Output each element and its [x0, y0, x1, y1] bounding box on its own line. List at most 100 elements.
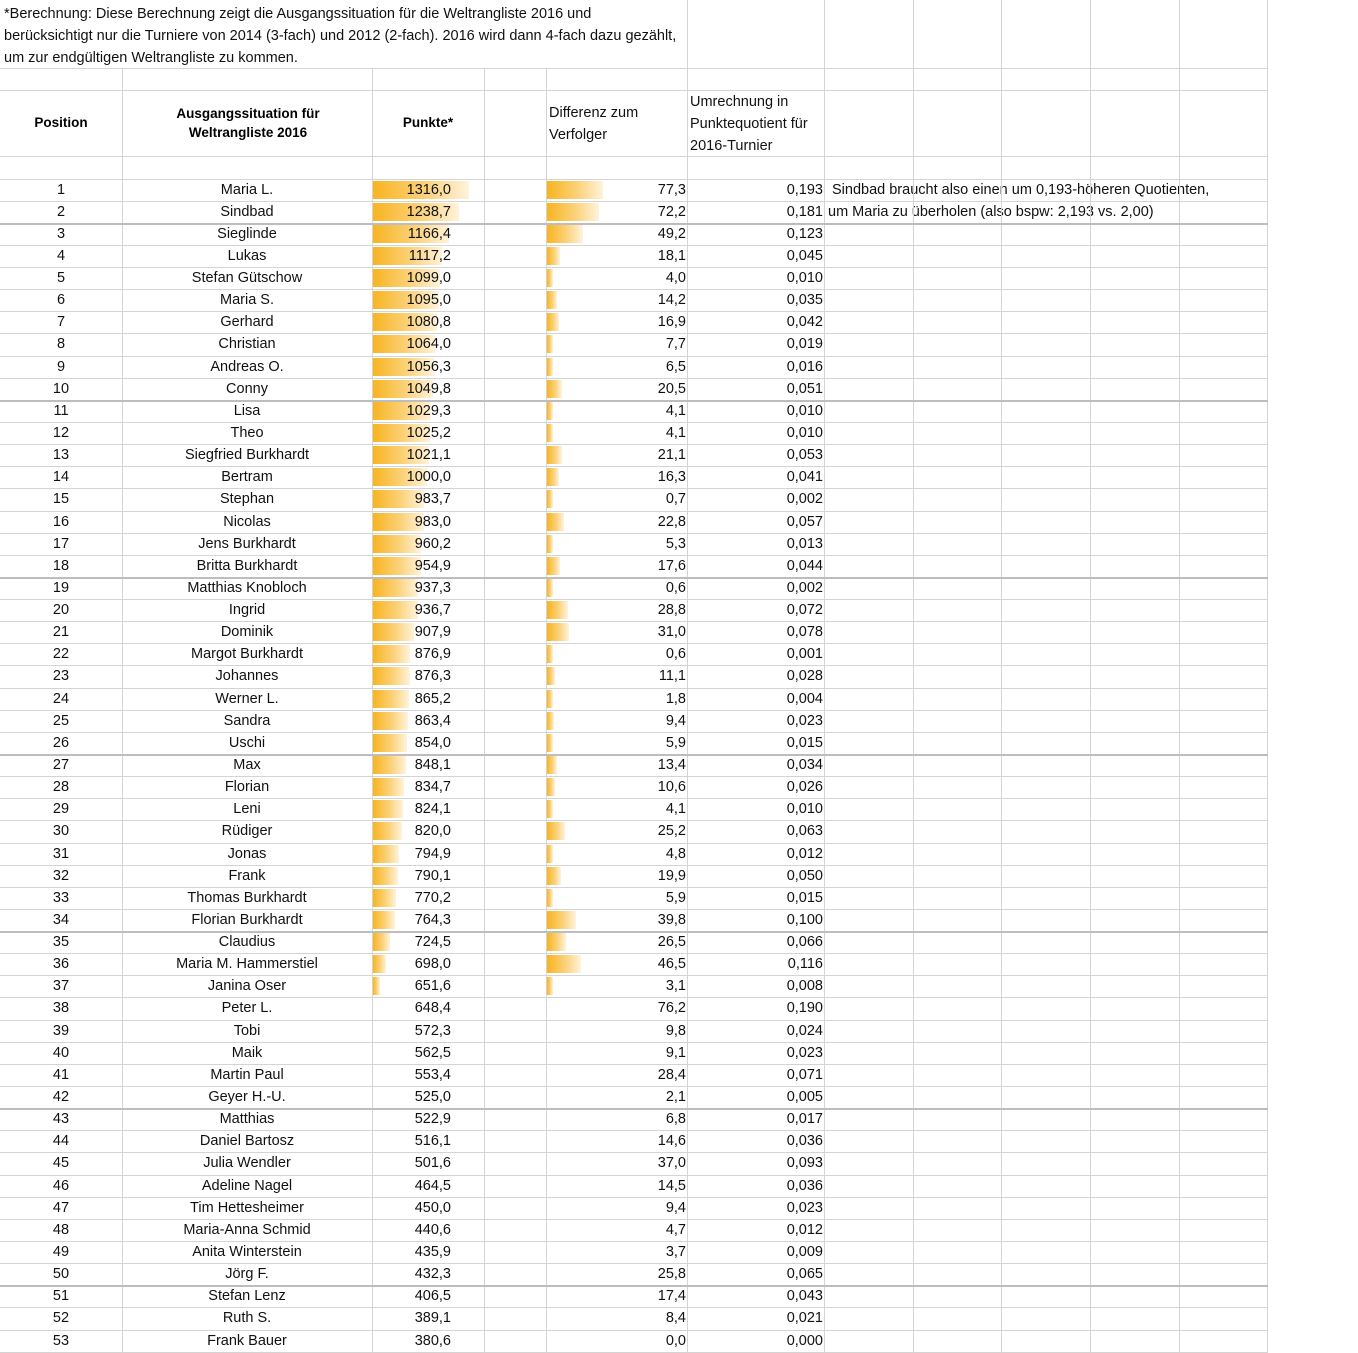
punkte-cell[interactable]: 876,3	[414, 668, 451, 684]
name-cell[interactable]: Anita Winterstein	[192, 1244, 302, 1260]
differenz-cell[interactable]: 20,5	[657, 381, 686, 397]
quotient-cell[interactable]: 0,044	[786, 558, 823, 574]
position-cell[interactable]: 1	[56, 182, 66, 198]
quotient-cell[interactable]: 0,010	[786, 270, 823, 286]
punkte-cell[interactable]: 464,5	[414, 1178, 451, 1194]
punkte-cell[interactable]: 865,2	[414, 691, 451, 707]
quotient-cell[interactable]: 0,116	[787, 956, 823, 972]
differenz-cell[interactable]: 77,3	[657, 182, 686, 198]
name-cell[interactable]: Conny	[226, 381, 268, 397]
quotient-cell[interactable]: 0,023	[786, 1200, 823, 1216]
differenz-cell[interactable]: 0,6	[665, 580, 686, 596]
differenz-cell[interactable]: 31,0	[657, 624, 686, 640]
differenz-cell[interactable]: 25,2	[657, 823, 686, 839]
punkte-cell[interactable]: 1049,8	[406, 381, 451, 397]
quotient-cell[interactable]: 0,043	[786, 1288, 823, 1304]
name-cell[interactable]: Sieglinde	[217, 226, 277, 242]
differenz-cell[interactable]: 9,4	[665, 1200, 686, 1216]
position-cell[interactable]: 42	[52, 1089, 70, 1105]
name-cell[interactable]: Bertram	[221, 469, 273, 485]
quotient-cell[interactable]: 0,021	[786, 1310, 823, 1326]
punkte-cell[interactable]: 525,0	[414, 1089, 451, 1105]
position-cell[interactable]: 38	[52, 1000, 70, 1016]
differenz-cell[interactable]: 4,1	[665, 403, 686, 419]
position-cell[interactable]: 4	[56, 248, 66, 264]
quotient-cell[interactable]: 0,036	[786, 1178, 823, 1194]
position-cell[interactable]: 19	[52, 580, 70, 596]
quotient-cell[interactable]: 0,181	[786, 204, 823, 220]
position-cell[interactable]: 31	[52, 846, 70, 862]
punkte-cell[interactable]: 937,3	[414, 580, 451, 596]
position-cell[interactable]: 36	[52, 956, 70, 972]
punkte-cell[interactable]: 907,9	[414, 624, 451, 640]
quotient-cell[interactable]: 0,123	[786, 226, 823, 242]
quotient-cell[interactable]: 0,026	[786, 779, 823, 795]
differenz-cell[interactable]: 49,2	[657, 226, 686, 242]
name-cell[interactable]: Tobi	[233, 1023, 261, 1039]
name-cell[interactable]: Thomas Burkhardt	[187, 890, 307, 906]
differenz-cell[interactable]: 3,7	[665, 1244, 686, 1260]
name-cell[interactable]: Maik	[231, 1045, 263, 1061]
position-cell[interactable]: 50	[52, 1266, 70, 1282]
name-cell[interactable]: Stephan	[219, 491, 275, 507]
differenz-cell[interactable]: 14,2	[657, 292, 686, 308]
quotient-cell[interactable]: 0,035	[786, 292, 823, 308]
name-cell[interactable]: Christian	[218, 336, 276, 352]
position-cell[interactable]: 32	[52, 868, 70, 884]
position-cell[interactable]: 9	[56, 359, 66, 375]
quotient-cell[interactable]: 0,012	[786, 1222, 823, 1238]
name-cell[interactable]: Dominik	[220, 624, 274, 640]
differenz-cell[interactable]: 14,6	[657, 1133, 686, 1149]
position-cell[interactable]: 28	[52, 779, 70, 795]
position-cell[interactable]: 41	[52, 1067, 70, 1083]
name-cell[interactable]: Sandra	[223, 713, 271, 729]
punkte-cell[interactable]: 651,6	[414, 978, 451, 994]
name-cell[interactable]: Werner L.	[215, 691, 279, 707]
position-cell[interactable]: 30	[52, 823, 70, 839]
differenz-cell[interactable]: 4,1	[665, 801, 686, 817]
differenz-cell[interactable]: 25,8	[657, 1266, 686, 1282]
quotient-cell[interactable]: 0,093	[786, 1155, 823, 1171]
position-cell[interactable]: 12	[52, 425, 70, 441]
quotient-cell[interactable]: 0,100	[786, 912, 823, 928]
quotient-cell[interactable]: 0,005	[786, 1089, 823, 1105]
differenz-cell[interactable]: 5,9	[665, 890, 686, 906]
quotient-cell[interactable]: 0,000	[786, 1333, 823, 1349]
name-cell[interactable]: Max	[233, 757, 261, 773]
punkte-cell[interactable]: 522,9	[414, 1111, 451, 1127]
position-cell[interactable]: 24	[52, 691, 70, 707]
position-cell[interactable]: 43	[52, 1111, 70, 1127]
quotient-cell[interactable]: 0,190	[786, 1000, 823, 1016]
punkte-cell[interactable]: 1238,7	[406, 204, 451, 220]
differenz-cell[interactable]: 6,5	[665, 359, 686, 375]
name-cell[interactable]: Stefan Gütschow	[191, 270, 303, 286]
position-cell[interactable]: 18	[52, 558, 70, 574]
quotient-cell[interactable]: 0,034	[786, 757, 823, 773]
differenz-cell[interactable]: 18,1	[657, 248, 686, 264]
differenz-cell[interactable]: 19,9	[657, 868, 686, 884]
differenz-cell[interactable]: 9,1	[665, 1045, 686, 1061]
position-cell[interactable]: 49	[52, 1244, 70, 1260]
name-cell[interactable]: Rüdiger	[221, 823, 273, 839]
header-name[interactable]: Ausgangssituation für Weltrangliste 2016	[176, 106, 320, 140]
punkte-cell[interactable]: 1025,2	[406, 425, 451, 441]
quotient-cell[interactable]: 0,012	[786, 846, 823, 862]
name-cell[interactable]: Florian Burkhardt	[191, 912, 303, 928]
name-cell[interactable]: Jens Burkhardt	[198, 536, 296, 552]
differenz-cell[interactable]: 9,8	[665, 1023, 686, 1039]
quotient-cell[interactable]: 0,015	[786, 890, 823, 906]
name-cell[interactable]: Johannes	[215, 668, 279, 684]
quotient-cell[interactable]: 0,078	[786, 624, 823, 640]
quotient-cell[interactable]: 0,193	[786, 182, 823, 198]
quotient-cell[interactable]: 0,001	[786, 646, 823, 662]
quotient-cell[interactable]: 0,013	[786, 536, 823, 552]
quotient-cell[interactable]: 0,045	[786, 248, 823, 264]
quotient-cell[interactable]: 0,024	[786, 1023, 823, 1039]
punkte-cell[interactable]: 1000,0	[406, 469, 451, 485]
name-cell[interactable]: Ingrid	[228, 602, 266, 618]
quotient-cell[interactable]: 0,023	[786, 713, 823, 729]
position-cell[interactable]: 5	[56, 270, 66, 286]
differenz-cell[interactable]: 8,4	[665, 1310, 686, 1326]
position-cell[interactable]: 44	[52, 1133, 70, 1149]
header-umrechnung[interactable]: Umrechnung in Punktequotient für 2016-Tu…	[690, 94, 808, 154]
